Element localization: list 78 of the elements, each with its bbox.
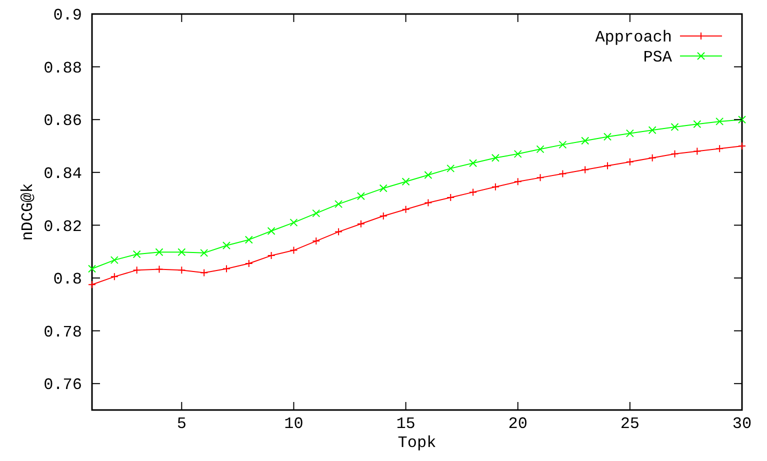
point	[514, 150, 522, 158]
point	[648, 154, 656, 162]
point	[446, 164, 455, 172]
point	[155, 248, 164, 256]
point	[558, 170, 567, 178]
point	[469, 159, 478, 168]
x-tick-label: 15	[396, 415, 416, 433]
point	[536, 174, 544, 182]
point	[88, 280, 96, 289]
point	[244, 236, 253, 244]
point	[536, 145, 544, 154]
point	[670, 150, 679, 158]
y-tick-label: 0.9	[53, 6, 82, 25]
point	[222, 264, 230, 273]
point	[693, 120, 702, 128]
point	[244, 259, 253, 268]
point	[200, 248, 208, 257]
point	[312, 209, 320, 218]
point	[469, 188, 478, 196]
point	[290, 218, 298, 227]
point	[558, 140, 567, 149]
point	[267, 227, 276, 236]
y-tick-label: 0.84	[44, 165, 82, 183]
point	[356, 220, 365, 228]
point	[178, 248, 186, 256]
point	[581, 136, 590, 145]
y-tick-label: 0.78	[44, 323, 82, 342]
y-tick-label: 0.86	[44, 112, 82, 130]
point	[491, 154, 500, 162]
point	[716, 117, 724, 126]
y-tick-label: 0.8	[53, 270, 82, 289]
point	[648, 126, 656, 134]
x-tick-label: 10	[284, 415, 304, 433]
y-tick-label: 0.76	[44, 376, 82, 394]
y-axis-title: nDCG@k	[19, 183, 37, 241]
point	[110, 256, 118, 264]
point	[88, 264, 96, 273]
point	[738, 116, 746, 124]
point	[670, 122, 679, 131]
point	[716, 144, 724, 153]
legend-label: PSA	[643, 48, 672, 67]
point	[626, 129, 634, 138]
point	[424, 198, 432, 207]
x-tick-label: 5	[176, 415, 186, 433]
point	[581, 166, 590, 174]
point	[626, 158, 634, 166]
point	[424, 171, 432, 180]
point	[356, 192, 365, 200]
point	[155, 265, 164, 274]
point	[222, 242, 230, 250]
x-tick-label: 25	[620, 415, 640, 433]
legend-label: Approach	[595, 28, 672, 47]
point	[738, 142, 746, 150]
point	[334, 200, 343, 208]
point	[446, 193, 455, 202]
point	[312, 237, 320, 246]
point	[110, 272, 118, 281]
x-axis-title: Topk	[398, 434, 436, 452]
point	[693, 147, 702, 156]
point	[290, 246, 298, 254]
y-tick-label: 0.88	[44, 59, 82, 78]
point	[379, 184, 388, 192]
point	[200, 268, 208, 277]
point	[267, 252, 276, 260]
point	[334, 228, 343, 236]
point	[178, 266, 186, 274]
point	[604, 132, 612, 141]
point	[402, 205, 410, 214]
point	[132, 266, 141, 274]
point	[132, 250, 141, 258]
point	[491, 182, 500, 191]
x-tick-label: 20	[508, 415, 528, 433]
point	[604, 162, 612, 170]
y-tick-label: 0.82	[44, 218, 82, 236]
point	[402, 178, 410, 186]
x-tick-label: 30	[732, 415, 752, 433]
point	[379, 212, 388, 220]
point	[514, 178, 522, 186]
